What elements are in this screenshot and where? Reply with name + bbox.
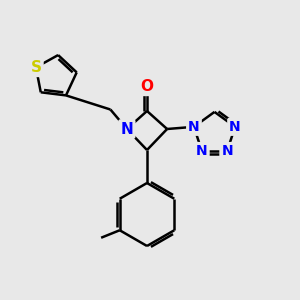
- Text: N: N: [221, 144, 233, 158]
- Text: N: N: [188, 120, 200, 134]
- Text: S: S: [30, 60, 41, 75]
- Text: N: N: [229, 120, 241, 134]
- Text: O: O: [140, 79, 154, 94]
- Text: N: N: [121, 122, 133, 136]
- Text: N: N: [196, 144, 208, 158]
